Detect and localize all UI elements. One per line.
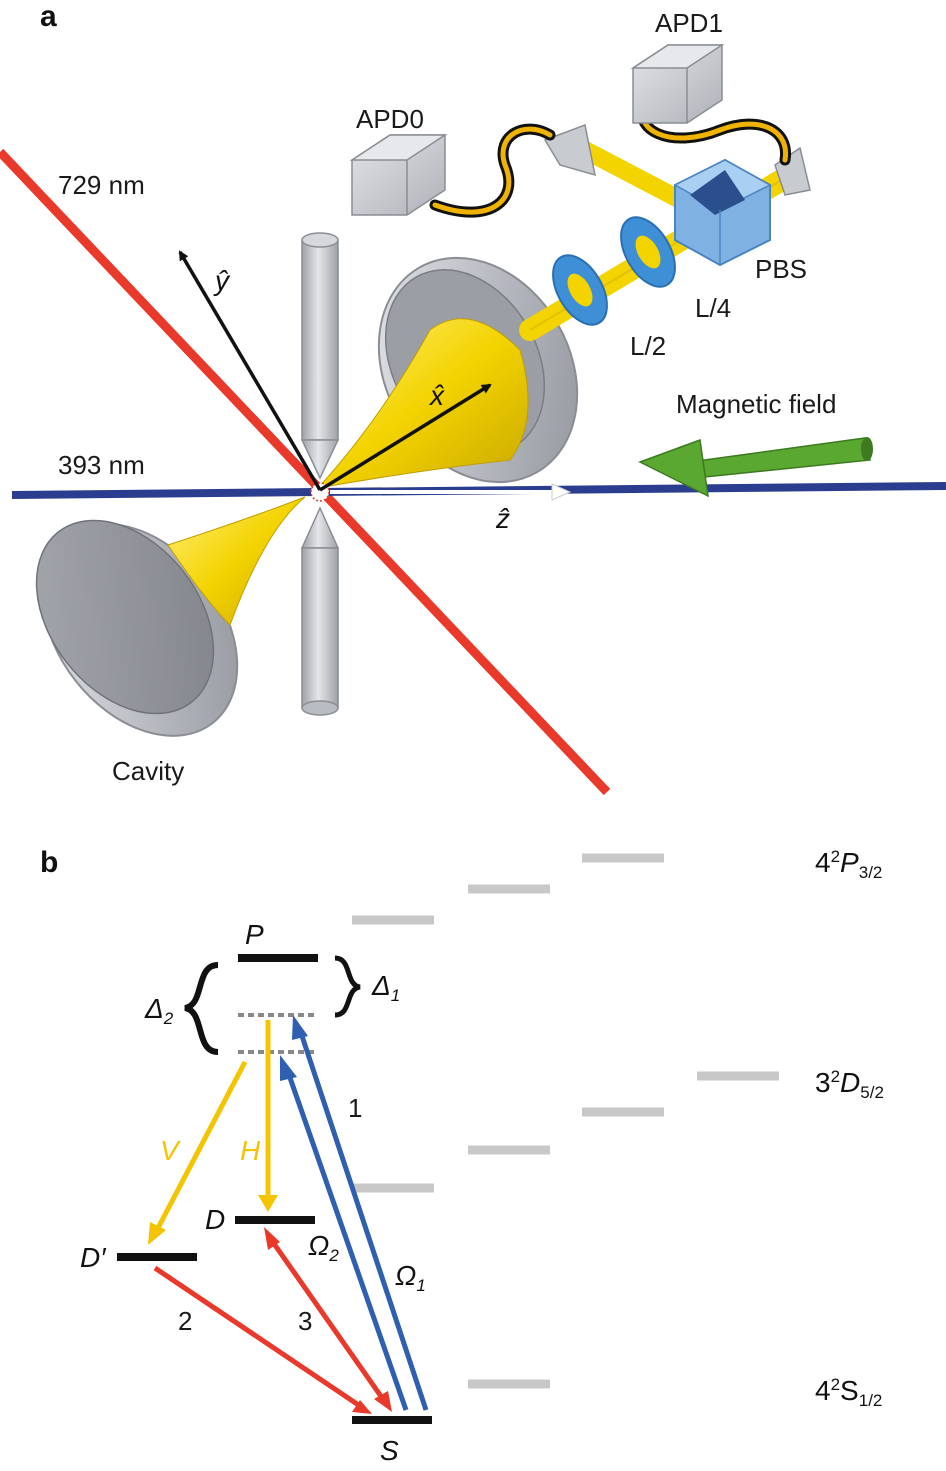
transition-1-label: 1: [348, 1093, 362, 1123]
panel-a-label: a: [40, 0, 57, 33]
half-wave-label: L/2: [630, 331, 666, 361]
quarter-wave-plate: [620, 216, 676, 288]
quarter-wave-label: L/4: [695, 293, 731, 323]
level-p-label: P: [245, 919, 264, 950]
half-wave-plate: [552, 254, 608, 326]
omega2-label: Ω2: [308, 1230, 339, 1265]
manifold-s12-label: 42S1/2: [815, 1375, 882, 1410]
cavity-mirror-left: [35, 519, 239, 737]
manifold-p32-label: 42P3/2: [815, 847, 882, 882]
pbs-label: PBS: [755, 254, 807, 284]
panel-b: b P D D′ S Δ1 Δ2 V: [40, 846, 884, 1466]
level-d-label: D: [205, 1204, 225, 1235]
laser-729-beam: [0, 148, 611, 796]
laser-729-label: 729 nm: [58, 170, 145, 200]
trap-electrode-top: [300, 232, 340, 480]
transition-2-label: 2: [178, 1306, 192, 1336]
manifold-d52-label: 32D5/2: [815, 1067, 884, 1102]
fiber-coupler-0: [543, 123, 596, 177]
transition-3-label: 3: [298, 1306, 312, 1336]
transition-v: [155, 1060, 248, 1230]
magnetic-field-label: Magnetic field: [676, 389, 836, 419]
level-s-label: S: [380, 1435, 399, 1466]
transition-omega2: [267, 1236, 388, 1404]
apd0-detector: [349, 134, 448, 216]
pbs-cube: [673, 158, 772, 267]
panel-a: a 729 nm 393 nm: [0, 0, 946, 796]
brace-delta1: [334, 955, 361, 1018]
delta2-label: Δ2: [144, 993, 174, 1028]
axis-x-label: x̂: [428, 380, 445, 411]
transition-v-label: V: [160, 1135, 181, 1166]
apd1-label: APD1: [655, 8, 723, 38]
delta1-label: Δ1: [371, 970, 400, 1005]
panel-b-label: b: [40, 846, 58, 879]
axis-z-label: ẑ: [495, 503, 510, 534]
transition-omega1: [297, 1029, 429, 1411]
transition-omega1b: [285, 1071, 409, 1411]
magnetic-field-arrow: [638, 437, 873, 498]
level-dprime-label: D′: [80, 1242, 107, 1273]
omega1-label: Ω1: [395, 1260, 426, 1295]
fiber-0: [429, 123, 556, 218]
apd1-detector: [630, 44, 725, 124]
transition-h-label: H: [240, 1135, 261, 1166]
axis-y-arrow: [178, 250, 322, 491]
trap-electrode-bottom: [300, 506, 340, 716]
axis-y-label: ŷ: [213, 265, 231, 296]
axis-x-arrow: [319, 383, 492, 492]
cavity-label: Cavity: [112, 756, 184, 786]
reflected-beam: [576, 141, 699, 214]
laser-393-label: 393 nm: [58, 450, 145, 480]
apd0-label: APD0: [356, 104, 424, 134]
cavity-mode-left: [167, 496, 306, 626]
cavity-mode-right: [316, 318, 529, 489]
brace-delta2: [183, 962, 219, 1055]
zeeman-levels: [352, 853, 779, 1389]
transition-2: [153, 1265, 362, 1409]
